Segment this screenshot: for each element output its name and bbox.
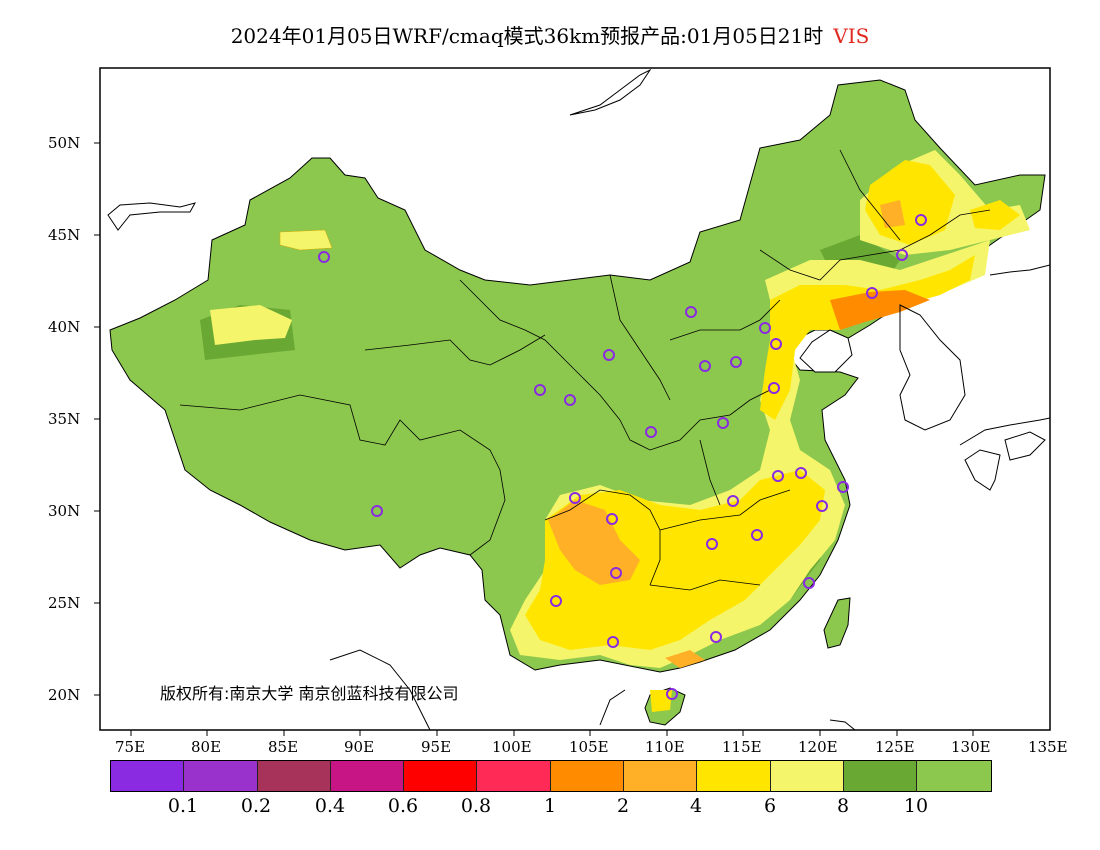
bohai-sea <box>799 329 853 373</box>
colorbar-tick: 4 <box>689 795 703 817</box>
colorbar-tick: 6 <box>763 795 777 817</box>
observation-stations <box>318 214 927 700</box>
map-frame <box>99 67 1051 731</box>
colorbar-tick: 10 <box>903 795 929 817</box>
contour-band-4-6 <box>970 200 1020 230</box>
lon-label: 110E <box>645 738 685 756</box>
station-marker <box>710 631 722 643</box>
taiwan-island <box>823 597 851 649</box>
lat-label: 30N <box>48 502 81 520</box>
lon-label: 105E <box>569 738 609 756</box>
station-marker <box>318 251 330 263</box>
lat-ticks <box>94 142 100 696</box>
colorbar-tick: 0.6 <box>387 795 419 817</box>
station-marker <box>645 426 657 438</box>
station-marker <box>803 577 815 589</box>
station-marker <box>896 249 908 261</box>
lat-label: 50N <box>48 134 81 152</box>
station-marker <box>717 417 729 429</box>
colorbar-swatch <box>624 761 698 791</box>
station-marker <box>770 338 782 350</box>
lon-label: 85E <box>268 738 299 756</box>
colorbar-swatch <box>330 761 405 791</box>
colorbar-swatch <box>917 761 991 791</box>
contour-band-2-4 <box>548 500 640 585</box>
station-marker <box>550 595 562 607</box>
colorbar-tick: 0.4 <box>314 795 346 817</box>
colorbar-tick: 8 <box>836 795 850 817</box>
station-marker <box>706 538 718 550</box>
contour-band-2-4 <box>650 690 672 712</box>
contour-band-4-6 <box>760 255 975 420</box>
colorbar-tick: 0.2 <box>240 795 272 817</box>
lon-ticks <box>130 730 974 736</box>
colorbar-tick: 0.1 <box>167 795 199 817</box>
colorbar-swatch <box>550 761 625 791</box>
lon-label: 90E <box>344 738 375 756</box>
station-marker <box>606 513 618 525</box>
lon-label: 80E <box>191 738 222 756</box>
station-marker <box>685 306 697 318</box>
colorbar-tick: 0.8 <box>460 795 492 817</box>
station-marker <box>795 467 807 479</box>
station-marker <box>866 287 878 299</box>
station-marker <box>915 214 927 226</box>
station-marker <box>610 567 622 579</box>
station-marker <box>727 495 739 507</box>
province-borders <box>179 149 991 591</box>
lat-label: 40N <box>48 318 81 336</box>
lon-label: 125E <box>875 738 915 756</box>
contour-band-6-8 <box>279 229 333 251</box>
map-title: 2024年01月05日WRF/cmaq模式36km预报产品:01月05日21时 V… <box>0 20 1100 49</box>
lat-label: 20N <box>48 686 81 704</box>
neighbor-coastlines <box>107 68 1050 730</box>
station-marker <box>730 356 742 368</box>
lon-label: 135E <box>1028 738 1068 756</box>
lon-label: 95E <box>421 738 452 756</box>
station-marker <box>772 470 784 482</box>
contour-band-2-4 <box>880 200 905 228</box>
station-marker <box>666 688 678 700</box>
lon-label: 100E <box>492 738 532 756</box>
station-marker <box>751 529 763 541</box>
colorbar-swatch <box>184 761 258 791</box>
station-marker <box>837 481 849 493</box>
colorbar <box>110 760 992 792</box>
copyright-text: 版权所有:南京大学 南京创蓝科技有限公司 <box>160 684 459 703</box>
colorbar-swatch <box>477 761 551 791</box>
station-marker <box>603 349 615 361</box>
colorbar-swatch <box>697 761 771 791</box>
station-marker <box>816 500 828 512</box>
lon-label: 75E <box>115 738 146 756</box>
lon-label: 130E <box>951 738 991 756</box>
colorbar-swatch <box>257 761 331 791</box>
station-marker <box>569 492 581 504</box>
colorbar-swatch <box>404 761 478 791</box>
title-text: 2024年01月05日WRF/cmaq模式36km预报产品:01月05日21时 <box>230 24 824 48</box>
lat-label: 45N <box>48 226 81 244</box>
contour-band-2-4 <box>665 650 705 668</box>
station-marker <box>768 382 780 394</box>
lon-label: 120E <box>798 738 838 756</box>
station-marker <box>699 360 711 372</box>
contour-band-6-8 <box>210 305 292 345</box>
station-marker <box>607 636 619 648</box>
station-marker <box>759 322 771 334</box>
variable-label: VIS <box>833 24 870 48</box>
lat-label: 25N <box>48 594 81 612</box>
station-marker <box>564 394 576 406</box>
colorbar-swatch <box>843 761 918 791</box>
contour-band-2-4 <box>830 290 930 330</box>
station-marker <box>371 505 383 517</box>
colorbar-tick: 1 <box>543 795 557 817</box>
station-marker <box>534 384 546 396</box>
colorbar-swatch <box>111 761 185 791</box>
colorbar-tick: 2 <box>616 795 630 817</box>
colorbar-swatch <box>770 761 844 791</box>
lon-label: 115E <box>722 738 762 756</box>
lat-label: 35N <box>48 410 81 428</box>
